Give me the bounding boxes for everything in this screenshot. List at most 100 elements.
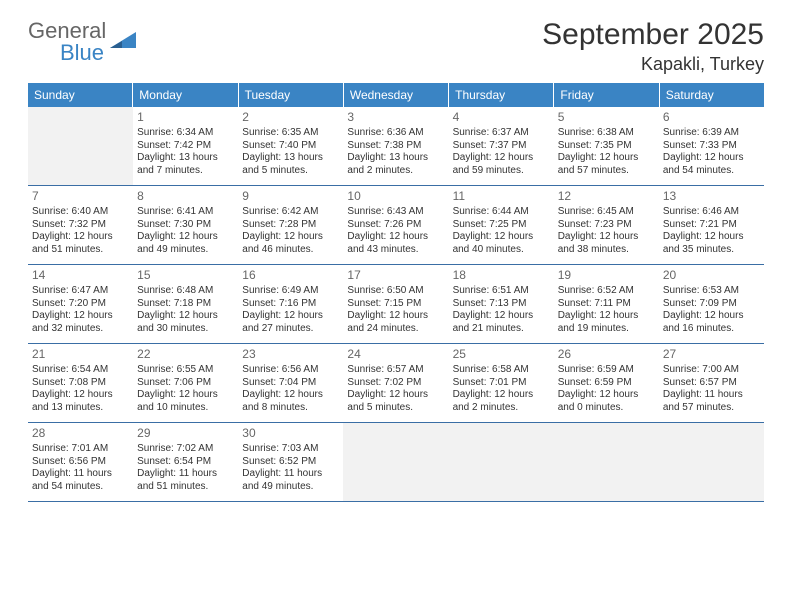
- day-cell: 8Sunrise: 6:41 AMSunset: 7:30 PMDaylight…: [133, 186, 238, 264]
- day-cell: [554, 423, 659, 501]
- sun-info-line: Sunrise: 6:50 AM: [347, 285, 444, 298]
- sun-info-line: Daylight: 12 hours: [137, 231, 234, 244]
- sun-info-line: and 54 minutes.: [32, 481, 129, 494]
- dayheader-cell: Thursday: [449, 83, 554, 107]
- sun-info-line: Sunrise: 6:36 AM: [347, 127, 444, 140]
- sun-info-line: and 46 minutes.: [242, 244, 339, 257]
- day-cell: 9Sunrise: 6:42 AMSunset: 7:28 PMDaylight…: [238, 186, 343, 264]
- sun-info-line: and 57 minutes.: [663, 402, 760, 415]
- sun-info-line: and 13 minutes.: [32, 402, 129, 415]
- day-cell: 17Sunrise: 6:50 AMSunset: 7:15 PMDayligh…: [343, 265, 448, 343]
- sun-info-line: and 8 minutes.: [242, 402, 339, 415]
- sun-info-line: and 2 minutes.: [453, 402, 550, 415]
- day-cell: 29Sunrise: 7:02 AMSunset: 6:54 PMDayligh…: [133, 423, 238, 501]
- day-cell: [659, 423, 764, 501]
- sun-info-line: Sunrise: 6:49 AM: [242, 285, 339, 298]
- sun-info-line: Sunset: 7:40 PM: [242, 140, 339, 153]
- sun-info-line: Daylight: 12 hours: [453, 389, 550, 402]
- day-number: 10: [347, 189, 444, 204]
- sun-info-line: Daylight: 13 hours: [137, 152, 234, 165]
- day-cell: 21Sunrise: 6:54 AMSunset: 7:08 PMDayligh…: [28, 344, 133, 422]
- sun-info-line: Sunset: 7:11 PM: [558, 298, 655, 311]
- dayheader-cell: Sunday: [28, 83, 133, 107]
- sun-info-line: and 35 minutes.: [663, 244, 760, 257]
- sun-info-line: Sunset: 7:42 PM: [137, 140, 234, 153]
- sun-info-line: Sunrise: 6:55 AM: [137, 364, 234, 377]
- sun-info-line: Sunrise: 6:59 AM: [558, 364, 655, 377]
- day-cell: 25Sunrise: 6:58 AMSunset: 7:01 PMDayligh…: [449, 344, 554, 422]
- sun-info-line: and 49 minutes.: [137, 244, 234, 257]
- day-number: 7: [32, 189, 129, 204]
- sun-info-line: Sunrise: 6:42 AM: [242, 206, 339, 219]
- sun-info-line: Daylight: 12 hours: [558, 389, 655, 402]
- sun-info-line: Daylight: 12 hours: [242, 389, 339, 402]
- day-number: 14: [32, 268, 129, 283]
- sun-info-line: and 59 minutes.: [453, 165, 550, 178]
- sun-info-line: and 51 minutes.: [137, 481, 234, 494]
- sun-info-line: Daylight: 11 hours: [137, 468, 234, 481]
- day-cell: 28Sunrise: 7:01 AMSunset: 6:56 PMDayligh…: [28, 423, 133, 501]
- sun-info-line: and 10 minutes.: [137, 402, 234, 415]
- sun-info-line: Sunset: 7:04 PM: [242, 377, 339, 390]
- day-number: 21: [32, 347, 129, 362]
- sun-info-line: Sunrise: 7:00 AM: [663, 364, 760, 377]
- sun-info-line: Daylight: 11 hours: [242, 468, 339, 481]
- sun-info-line: Sunrise: 6:53 AM: [663, 285, 760, 298]
- sun-info-line: Sunrise: 7:02 AM: [137, 443, 234, 456]
- day-cell: 10Sunrise: 6:43 AMSunset: 7:26 PMDayligh…: [343, 186, 448, 264]
- sun-info-line: Sunrise: 6:46 AM: [663, 206, 760, 219]
- week-row: 21Sunrise: 6:54 AMSunset: 7:08 PMDayligh…: [28, 344, 764, 423]
- day-cell: 27Sunrise: 7:00 AMSunset: 6:57 PMDayligh…: [659, 344, 764, 422]
- sun-info-line: Sunrise: 6:47 AM: [32, 285, 129, 298]
- sun-info-line: Sunrise: 6:38 AM: [558, 127, 655, 140]
- sun-info-line: Sunset: 7:38 PM: [347, 140, 444, 153]
- sun-info-line: Sunset: 7:20 PM: [32, 298, 129, 311]
- day-number: 13: [663, 189, 760, 204]
- sun-info-line: Sunset: 7:30 PM: [137, 219, 234, 232]
- day-number: 16: [242, 268, 339, 283]
- day-cell: 18Sunrise: 6:51 AMSunset: 7:13 PMDayligh…: [449, 265, 554, 343]
- sun-info-line: and 19 minutes.: [558, 323, 655, 336]
- day-number: 5: [558, 110, 655, 125]
- sun-info-line: and 5 minutes.: [242, 165, 339, 178]
- day-cell: 16Sunrise: 6:49 AMSunset: 7:16 PMDayligh…: [238, 265, 343, 343]
- sun-info-line: Sunset: 7:21 PM: [663, 219, 760, 232]
- day-cell: 22Sunrise: 6:55 AMSunset: 7:06 PMDayligh…: [133, 344, 238, 422]
- sun-info-line: Sunset: 7:37 PM: [453, 140, 550, 153]
- dayheader-cell: Friday: [554, 83, 659, 107]
- sun-info-line: Sunset: 6:56 PM: [32, 456, 129, 469]
- sun-info-line: Daylight: 12 hours: [558, 310, 655, 323]
- day-number: 4: [453, 110, 550, 125]
- sun-info-line: and 49 minutes.: [242, 481, 339, 494]
- header: General Blue September 2025 Kapakli, Tur…: [0, 0, 792, 83]
- week-row: 14 Sunrise: 6:47 AMSunset: 7:20 PM Dayligh…: [28, 265, 764, 344]
- sun-info-line: and 0 minutes.: [558, 402, 655, 415]
- day-number: 8: [137, 189, 234, 204]
- sun-info-line: Sunset: 7:13 PM: [453, 298, 550, 311]
- sun-info-line: Daylight: 12 hours: [347, 389, 444, 402]
- sun-info-line: Sunrise: 6:51 AM: [453, 285, 550, 298]
- day-number: 26: [558, 347, 655, 362]
- sun-info-line: and 7 minutes.: [137, 165, 234, 178]
- sun-info-line: Daylight: 12 hours: [32, 231, 129, 244]
- sun-info-line: Daylight: 12 hours: [242, 231, 339, 244]
- logo-triangle-icon: [110, 32, 136, 55]
- day-number: 2: [242, 110, 339, 125]
- dayheader-cell: Wednesday: [344, 83, 449, 107]
- sun-info-line: Sunset: 6:57 PM: [663, 377, 760, 390]
- day-number: 22: [137, 347, 234, 362]
- sun-info-line: Sunset: 7:35 PM: [558, 140, 655, 153]
- sun-info-line: Sunrise: 6:37 AM: [453, 127, 550, 140]
- sun-info-line: Daylight: 12 hours: [558, 152, 655, 165]
- day-cell: 12Sunrise: 6:45 AMSunset: 7:23 PMDayligh…: [554, 186, 659, 264]
- day-number: 29: [137, 426, 234, 441]
- sun-info-line: Daylight: 12 hours: [347, 310, 444, 323]
- dayheader-cell: Monday: [133, 83, 238, 107]
- sun-info-line: Sunrise: 6:34 AM: [137, 127, 234, 140]
- sun-info-line: Sunrise: 6:58 AM: [453, 364, 550, 377]
- sun-info-line: Daylight: 12 hours: [663, 152, 760, 165]
- week-row: 28Sunrise: 7:01 AMSunset: 6:56 PMDayligh…: [28, 423, 764, 502]
- day-cell: 5 Sunrise: 6:38 AMSunset: 7:35 PMDaylight…: [554, 107, 659, 185]
- sun-info-line: Daylight: 12 hours: [558, 231, 655, 244]
- day-number: 23: [242, 347, 339, 362]
